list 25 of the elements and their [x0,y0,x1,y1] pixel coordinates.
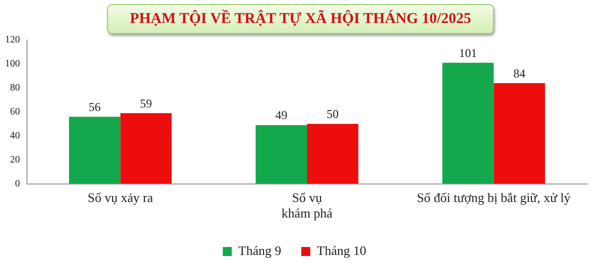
bar [307,124,358,184]
y-tick-label: 60 [10,106,20,118]
chart-title: PHẠM TỘI VỀ TRẬT TỰ XÃ HỘI THÁNG 10/2025 [107,4,494,34]
bar [69,116,120,184]
legend-label: Tháng 10 [316,242,366,258]
data-label: 50 [326,107,339,122]
x-tick-label: Số vụ khám phá [282,190,333,221]
x-tick-label: Số vụ xảy ra [88,190,154,206]
x-tick-label: Số đối tượng bị bắt giữ, xử lý [416,190,572,206]
data-label: 59 [140,96,152,110]
legend-label: Tháng 9 [238,242,282,258]
y-tick-label: 0 [15,178,20,190]
bar [120,113,172,184]
data-label: 84 [513,66,526,80]
bar [442,62,494,184]
y-tick-label: 80 [10,82,20,94]
data-label: 101 [459,46,477,60]
y-tick-label: 100 [5,58,20,70]
data-label: 56 [88,100,101,114]
data-label: 49 [275,108,288,122]
bar [256,125,307,184]
y-tick-label: 20 [10,154,20,166]
bar [494,83,545,184]
y-tick-label: 40 [10,130,20,142]
y-tick-label: 120 [5,34,20,46]
